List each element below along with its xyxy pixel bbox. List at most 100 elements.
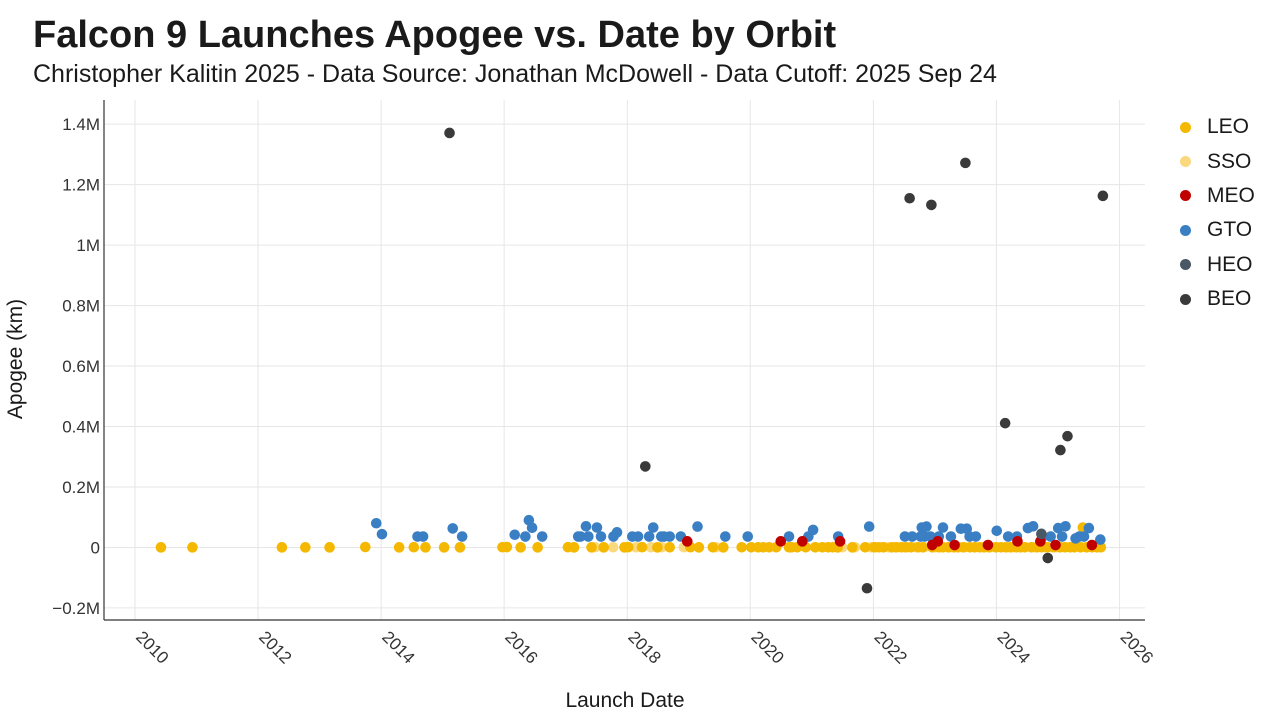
legend-item-leo: LEO <box>1180 110 1255 144</box>
gto-point <box>1002 531 1014 542</box>
gto-point <box>970 531 982 542</box>
chart-title: Falcon 9 Launches Apogee vs. Date by Orb… <box>33 14 837 56</box>
leo-point <box>707 541 719 553</box>
series-gto <box>370 514 1106 545</box>
meo-point <box>797 536 808 547</box>
y-tick-label: 0.4M <box>62 418 100 437</box>
gto-point <box>664 531 676 542</box>
heo-point <box>1036 528 1047 540</box>
leo-point <box>393 542 405 553</box>
gto-point <box>937 522 949 533</box>
gto-point <box>376 528 388 540</box>
y-tick-label: 1.2M <box>62 176 100 195</box>
gto-point <box>921 521 932 532</box>
x-tick-label: 2020 <box>747 627 787 667</box>
gto-point <box>742 531 754 542</box>
gto-point <box>807 524 819 536</box>
gto-point <box>720 531 731 542</box>
gto-point <box>536 531 548 542</box>
legend-label: SSO <box>1207 149 1252 173</box>
y-tick-label: 0.6M <box>62 357 100 376</box>
legend-label: LEO <box>1207 115 1250 139</box>
gto-point <box>1060 520 1071 532</box>
legend: LEO SSO MEO GTO HEO BEO <box>1180 110 1255 316</box>
meo-point <box>1012 536 1023 547</box>
y-tick-label: 0.8M <box>62 297 100 316</box>
gto-point <box>417 531 429 542</box>
beo-point <box>1055 444 1066 456</box>
y-tick-label: 0.2M <box>62 478 100 497</box>
x-tick-label: 2018 <box>624 627 664 667</box>
series-meo <box>681 536 1098 551</box>
leo-point <box>276 542 288 553</box>
gto-point <box>1095 534 1106 545</box>
gto-point <box>591 522 603 533</box>
y-axis-title: Apogee (km) <box>4 299 27 419</box>
leo-point <box>420 542 431 553</box>
gto-point <box>1045 531 1056 542</box>
x-tick-label: 2026 <box>1117 627 1157 667</box>
x-tick-label: 2010 <box>132 627 172 667</box>
leo-point <box>187 542 198 553</box>
legend-marker <box>1180 224 1191 236</box>
gto-point <box>1083 522 1095 534</box>
gto-point <box>1056 531 1068 542</box>
leo-point <box>598 542 609 553</box>
x-tick-label: 2012 <box>255 627 295 667</box>
leo-point <box>636 541 648 553</box>
gto-point <box>526 522 538 534</box>
gto-point <box>863 521 875 532</box>
y-tick-label: 1M <box>76 236 100 255</box>
meo-point <box>932 536 944 547</box>
meo-point <box>834 536 846 547</box>
gto-point <box>447 523 459 534</box>
series-leo <box>155 522 1107 553</box>
gto-point <box>647 522 659 533</box>
data-points <box>155 127 1109 594</box>
leo-point <box>324 542 335 553</box>
leo-point <box>515 542 526 553</box>
leo-point <box>859 541 871 553</box>
legend-label: MEO <box>1207 183 1255 207</box>
legend-label: HEO <box>1207 252 1253 276</box>
series-heo <box>1036 528 1047 540</box>
x-axis-ticks: 2010 2012 2014 2016 2018 2020 2022 2024 2026 <box>132 627 1157 667</box>
legend-item-heo: HEO <box>1180 248 1255 282</box>
leo-point <box>718 542 729 553</box>
legend-item-gto: GTO <box>1180 213 1255 247</box>
leo-point <box>622 541 634 553</box>
meo-point <box>982 539 994 551</box>
gto-point <box>783 531 795 542</box>
gto-point <box>611 527 623 538</box>
gto-point <box>370 517 382 529</box>
legend-marker <box>1180 190 1191 202</box>
legend-label: BEO <box>1207 287 1252 311</box>
x-tick-label: 2022 <box>871 627 911 667</box>
beo-point <box>861 582 873 594</box>
leo-point <box>905 541 917 553</box>
gto-point <box>456 531 468 542</box>
gto-point <box>991 525 1003 537</box>
legend-item-meo: MEO <box>1180 179 1255 213</box>
leo-point <box>693 542 705 553</box>
chart-subtitle: Christopher Kalitin 2025 - Data Source: … <box>33 60 997 88</box>
legend-item-beo: BEO <box>1180 282 1255 316</box>
y-tick-label: 1.4M <box>62 115 100 134</box>
gto-point <box>583 531 594 542</box>
gto-point <box>692 521 703 532</box>
meo-point <box>1050 539 1061 551</box>
y-axis-ticks: −0.2M 0 0.2M 0.4M 0.6M 0.8M 1M 1.2M 1.4M <box>52 115 100 618</box>
leo-point <box>652 542 663 553</box>
beo-point <box>1042 552 1054 564</box>
gto-point <box>580 520 592 532</box>
meo-point <box>949 539 960 551</box>
beo-point <box>444 127 455 139</box>
leo-point <box>532 542 543 553</box>
meo-point <box>1086 539 1098 551</box>
gto-point <box>906 531 918 542</box>
leo-point <box>568 542 580 553</box>
leo-point <box>408 541 420 553</box>
x-axis-title: Launch Date <box>565 689 684 712</box>
beo-point <box>640 461 651 472</box>
